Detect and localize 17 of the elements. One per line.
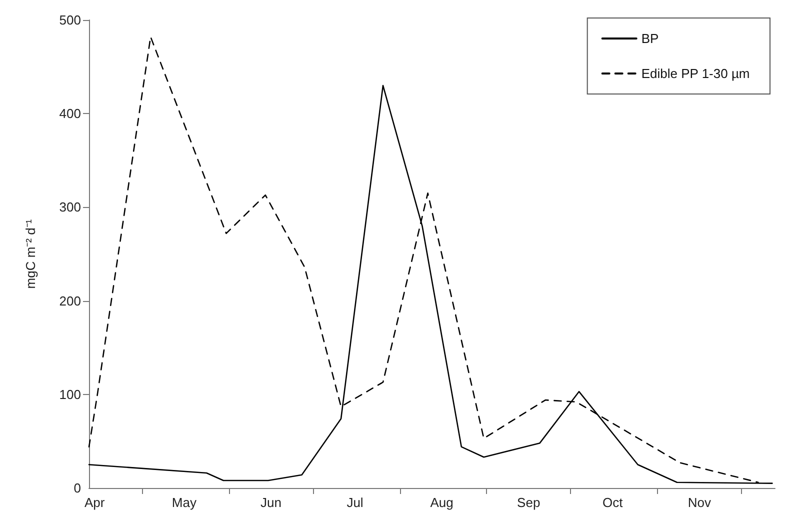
x-tick-label: Oct [602, 495, 624, 510]
y-tick-label: 300 [59, 200, 81, 215]
x-tick-label: Apr [84, 495, 106, 510]
y-tick-label: 500 [59, 12, 81, 28]
y-tick-label: 200 [59, 293, 81, 308]
x-tick-label: Jun [260, 495, 282, 510]
y-tick-label: 100 [59, 386, 81, 402]
x-tick-label: Nov [688, 495, 712, 510]
legend-label: BP [641, 31, 659, 46]
y-tick-label: 400 [59, 106, 81, 122]
x-tick-label: Sep [517, 495, 540, 510]
x-tick-label: Jul [346, 495, 364, 510]
x-tick-label: Aug [430, 495, 454, 510]
y-axis-title: mgC m⁻² d⁻¹ [23, 218, 38, 289]
legend-label: Edible PP 1-30 µm [641, 66, 750, 81]
y-tick-label: 0 [74, 480, 81, 496]
x-tick-label: May [172, 495, 197, 510]
